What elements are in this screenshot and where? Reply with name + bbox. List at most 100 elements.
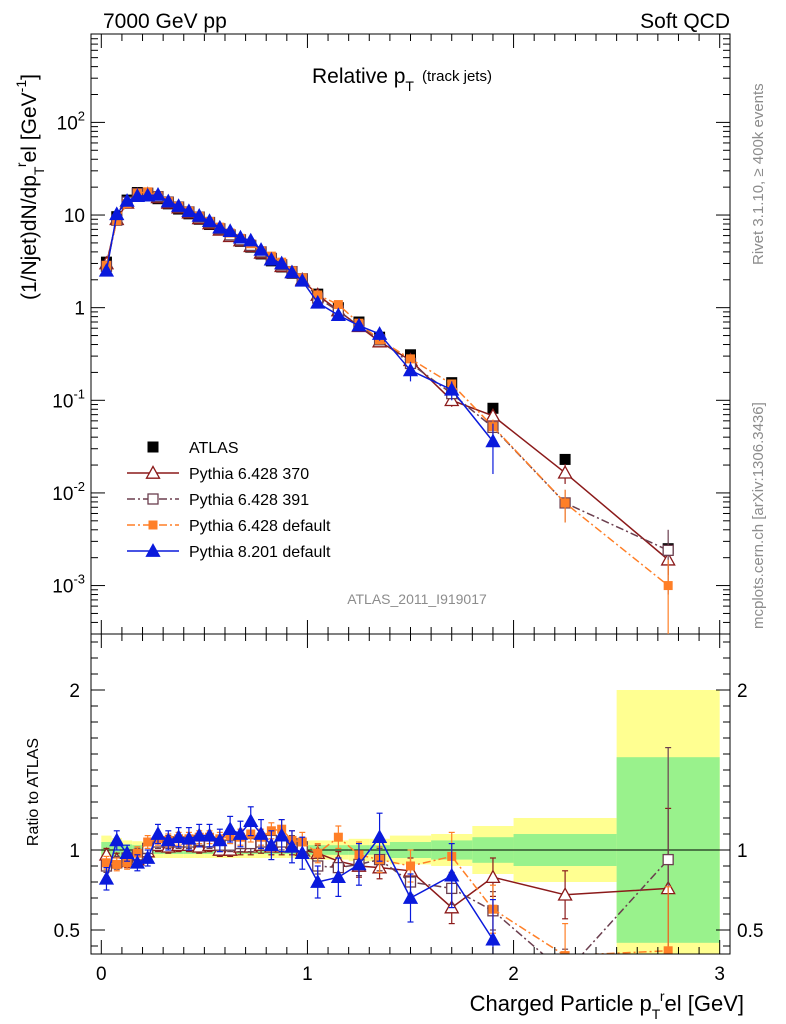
ratio-pythia-8-201-default-point xyxy=(274,827,290,842)
legend-item-pythia-6-428-370-marker xyxy=(145,465,161,479)
x-title-sup: r xyxy=(660,988,665,1004)
series-pythia-8-201-default-point xyxy=(263,251,279,266)
ratio-pythia-6-428-370-point xyxy=(485,869,501,884)
series-pythia-8-201-default-point xyxy=(402,362,419,377)
series-pythia-8-201-default-point xyxy=(485,433,501,448)
series-pythia-8-201-default-line xyxy=(105,194,494,442)
series-pythia-6-428-default-point xyxy=(560,498,570,508)
series-pythia-8-201-default-point xyxy=(171,198,187,212)
ratio-pythia-8-201-default-point xyxy=(191,827,207,842)
x-title-sub: T xyxy=(652,1006,661,1022)
main-y-axis-title: (1/Njet)dN/dpTrel [GeV-1] xyxy=(13,74,47,300)
ratio-pythia-8-201-default-point xyxy=(222,821,238,836)
ratio-pythia-8-201-default-point xyxy=(263,837,279,852)
energy-label: 7000 GeV pp xyxy=(103,10,227,33)
series-pythia-8-201-default-point xyxy=(444,381,460,396)
ratio-pythia-8-201-default-point xyxy=(294,845,310,860)
ratio-pythia-8-201-default-point xyxy=(201,827,218,842)
series-pythia-8-201-default-point xyxy=(150,187,166,201)
series-pythia-8-201-default-point xyxy=(129,188,145,202)
y-title-a: (1/Njet)dN/dp xyxy=(18,175,41,300)
series-pythia-8-201-default-point xyxy=(212,219,228,234)
ratio-pythia-6-428-391-point xyxy=(560,968,570,978)
ratio-pythia-8-201-default-point xyxy=(140,850,156,864)
series-pythia-8-201-default-point xyxy=(330,307,346,322)
ratio-y-axis-title: Ratio to ATLAS xyxy=(25,738,42,846)
ratio-y-tick-label-right: 0.5 xyxy=(737,921,763,942)
ratio-pythia-8-201-default-point xyxy=(232,826,249,840)
series-pythia-8-201-default-point xyxy=(232,229,249,244)
ratio-pythia-6-428-default-point xyxy=(101,858,111,868)
tick-exponent: -2 xyxy=(73,479,85,494)
ratio-pythia-6-428-default-point xyxy=(333,832,343,842)
ratio-y-tick-label-right: 2 xyxy=(737,681,748,702)
tick-base: 10 xyxy=(52,484,73,505)
ratio-plot-area xyxy=(91,690,730,978)
x-axis-title: Charged Particle pTrel [GeV] xyxy=(470,988,744,1022)
series-pythia-6-428-default-point xyxy=(663,581,673,591)
ratio-pythia-8-201-default-point xyxy=(212,832,228,847)
ratio-pythia-8-201-default-point xyxy=(402,890,419,904)
ratio-pythia-8-201-default-point xyxy=(109,832,125,847)
main-y-tick-label: 102 xyxy=(57,108,85,134)
x-title-b: el [GeV] xyxy=(665,991,744,1016)
ratio-pythia-8-201-default-point xyxy=(119,845,135,860)
legend-item-atlas-label: ATLAS xyxy=(189,440,239,457)
mcplots-source-label: mcplots.cern.ch [arXiv:1306.3436] xyxy=(750,402,767,629)
series-pythia-6-428-391-point xyxy=(662,544,674,556)
x-tick-label: 2 xyxy=(508,964,519,985)
legend-item-pythia-6-428-391-marker xyxy=(147,493,159,505)
ratio-pythia-8-201-default-point xyxy=(310,874,326,888)
ratio-pythia-8-201-default-point xyxy=(444,867,460,882)
legend: ATLAS Pythia 6.428 370 Pythia 6.428 391 Pyt… xyxy=(127,440,331,561)
ratio-pythia-8-201-default-point xyxy=(485,931,501,946)
ratio-pythia-6-428-default-point xyxy=(112,859,122,869)
main-y-tick-label: 1 xyxy=(74,299,85,320)
y-title-b: el [GeV xyxy=(18,92,41,162)
series-pythia-8-201-default-point xyxy=(284,264,300,279)
ratio-pythia-6-428-391-point xyxy=(662,853,674,866)
y-title-c: ] xyxy=(18,74,41,80)
rivet-version-label: Rivet 3.1.10, ≥ 400k events xyxy=(750,83,767,265)
series-pythia-6-428-default-point xyxy=(333,300,343,310)
tick-base: 10 xyxy=(52,577,73,598)
ratio-pythia-8-201-default-point xyxy=(371,829,388,844)
legend-item-pythia-6-428-default-marker xyxy=(148,520,158,530)
ratio-pythia-8-201-default-point xyxy=(253,826,269,840)
main-plot-frame xyxy=(90,33,731,635)
series-pythia-8-201-default-point xyxy=(351,317,367,332)
ratio-pythia-6-428-default-point xyxy=(313,848,323,858)
x-tick-label: 1 xyxy=(302,964,313,985)
y-title-sup2: -1 xyxy=(13,80,29,93)
ratio-pythia-8-201-default-point xyxy=(351,856,367,871)
ratio-y-tick-label-left: 0.5 xyxy=(54,921,80,942)
legend-item-pythia-8-201-default-marker xyxy=(145,543,161,557)
main-plot-area xyxy=(98,186,676,634)
series-atlas-point xyxy=(559,453,571,465)
ratio-pythia-6-428-370-point xyxy=(557,886,573,901)
series-pythia-8-201-default-point xyxy=(243,232,259,247)
y-title-sub: T xyxy=(31,166,47,175)
series-pythia-8-201-default-point xyxy=(294,272,310,287)
ratio-pythia-6-428-default-point xyxy=(663,946,673,954)
x-tick-label: 3 xyxy=(714,964,725,985)
plot-title-note: (track jets) xyxy=(422,68,492,85)
ratio-pythia-6-428-default-point xyxy=(122,858,132,868)
ratio-pythia-6-428-default-point xyxy=(143,837,153,847)
series-pythia-8-201-default-point xyxy=(140,187,156,202)
main-y-tick-label: 10-1 xyxy=(52,386,85,412)
x-tick-label: 0 xyxy=(96,964,107,985)
legend-item-pythia-6-428-391-label: Pythia 6.428 391 xyxy=(189,492,309,509)
analysis-watermark: ATLAS_2011_I919017 xyxy=(347,591,487,607)
tick-base: 10 xyxy=(52,391,73,412)
ratio-y-tick-label-left: 1 xyxy=(69,841,80,862)
series-pythia-8-201-default-point xyxy=(274,255,290,270)
ratio-y-tick-label-left: 2 xyxy=(69,681,80,702)
series-pythia-6-428-370-point xyxy=(557,464,573,479)
legend-item-atlas-marker xyxy=(147,441,159,453)
series-pythia-8-201-default-point xyxy=(253,242,269,256)
ratio-pythia-8-201-default-point xyxy=(150,826,166,840)
series-pythia-8-201-default-point xyxy=(371,326,388,340)
tick-base: 10 xyxy=(57,113,78,134)
